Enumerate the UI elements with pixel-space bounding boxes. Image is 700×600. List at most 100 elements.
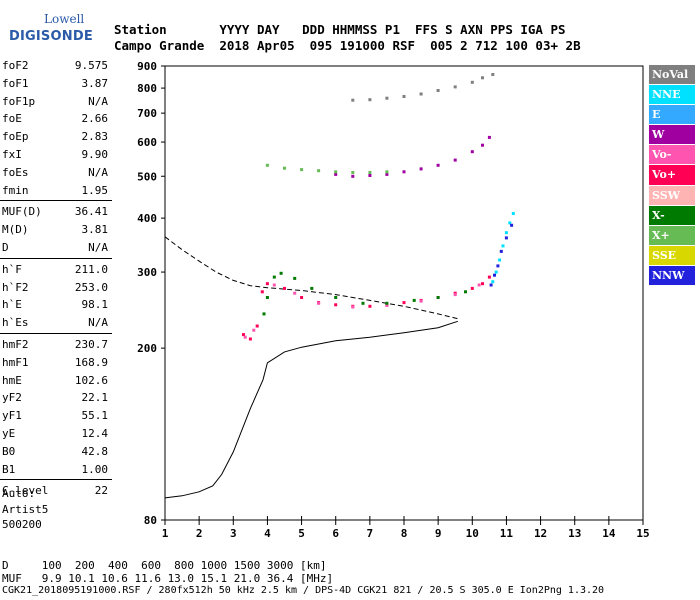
parameter-value: 42.8	[81, 444, 109, 458]
footer-file-info: CGK21_2018095191000.RSF / 280fx512h 50 k…	[2, 585, 605, 596]
data-point-vo-	[252, 328, 256, 332]
parameter-value: 22.1	[81, 391, 109, 405]
data-point-x-	[310, 286, 314, 290]
parameter-value: N/A	[88, 165, 108, 179]
data-point-x-	[272, 275, 276, 279]
parameter-value: 2.83	[81, 130, 109, 144]
legend-item: X+	[649, 225, 695, 245]
y-tick-label: 400	[137, 212, 157, 225]
parameter-value: 3.87	[81, 76, 109, 90]
data-point-vo-	[242, 333, 245, 337]
parameter-value: 36.41	[74, 205, 108, 219]
parameter-name: yF2	[2, 391, 22, 405]
parameter-name: D	[2, 240, 9, 254]
x-tick-label: 14	[602, 527, 616, 540]
parameter-name: yE	[2, 426, 16, 440]
parameter-row: h`Es N/A	[0, 314, 112, 332]
data-point-w	[419, 167, 423, 171]
auto-label: Auto:	[2, 487, 36, 500]
parameter-value: N/A	[88, 94, 108, 108]
data-point-x-	[265, 296, 269, 299]
parameter-row: foF1p N/A	[0, 93, 112, 111]
x-tick-label: 15	[636, 527, 649, 540]
parameter-name: h`Es	[2, 316, 29, 330]
parameter-divider	[0, 257, 112, 259]
data-point-nne	[501, 244, 505, 248]
parameter-value: 168.9	[74, 355, 108, 369]
parameter-row: yE 12.4	[0, 425, 112, 443]
x-tick-label: 12	[534, 527, 547, 540]
parameter-row: fmin 1.95	[0, 182, 112, 200]
parameter-row: foE 2.66	[0, 110, 112, 128]
data-point-noval	[481, 76, 484, 80]
parameter-name: hmF2	[2, 337, 29, 351]
data-point-noval	[436, 89, 440, 92]
parameter-row: h`F2 253.0	[0, 279, 112, 297]
data-point-w	[470, 150, 474, 154]
y-tick-label: 700	[137, 107, 157, 120]
footer-distance-row: D 100 200 400 600 800 1000 1500 3000 [km…	[2, 559, 327, 572]
parameter-value: N/A	[88, 316, 108, 330]
y-tick-label: 600	[137, 136, 157, 149]
data-point-vo-	[248, 337, 252, 341]
data-point-vo-	[300, 296, 304, 299]
x-tick-label: 13	[568, 527, 581, 540]
data-point-x-	[317, 169, 321, 173]
data-point-vo-	[477, 283, 481, 287]
data-point-w	[385, 172, 389, 176]
data-point-nnw	[504, 236, 508, 240]
parameter-name: B0	[2, 444, 16, 458]
data-point-nne	[491, 280, 495, 284]
data-point-w	[351, 174, 355, 178]
legend-item: NNW	[649, 265, 695, 286]
parameter-row: hmF1 168.9	[0, 354, 112, 372]
parameter-row: M(D) 3.81	[0, 221, 112, 239]
data-point-x-	[293, 276, 297, 280]
logo-lowell-text: Lowell	[44, 12, 85, 26]
x-tick-label: 5	[298, 527, 305, 540]
data-point-x-	[385, 170, 389, 174]
logo-digisonde-text: DIGISONDE	[9, 29, 93, 44]
parameter-name: h`E	[2, 298, 22, 312]
data-point-vo-	[293, 291, 297, 295]
parameter-row: hmF2 230.7	[0, 336, 112, 354]
data-point-noval	[402, 95, 406, 98]
data-point-x-	[436, 296, 440, 299]
parameter-row: foF1 3.87	[0, 75, 112, 93]
data-point-vo-	[481, 282, 484, 286]
parameter-value: 230.7	[74, 337, 108, 351]
data-point-noval	[368, 98, 372, 102]
polarization-legend: NoVal NNE E W Vo- Vo+ SSW X- X+ SSE NNW	[649, 65, 695, 286]
parameter-panel: foF2 9.575 foF1 3.87 foF1p N/A foE 2.66 foEp 2.83…	[0, 57, 112, 500]
header-row-labels: Station YYYY DAY DDD HHMMSS P1 FFS S AXN…	[114, 22, 566, 37]
data-point-nnw	[499, 249, 503, 253]
data-point-vo-	[385, 304, 389, 307]
data-point-vo-	[402, 301, 406, 305]
data-point-noval	[385, 96, 389, 100]
legend-item: E	[649, 105, 695, 125]
data-point-vo-	[283, 286, 286, 290]
parameter-row: hmE 102.6	[0, 372, 112, 390]
parameter-row: D N/A	[0, 239, 112, 257]
x-tick-label: 8	[401, 527, 408, 540]
parameter-value: 211.0	[74, 262, 108, 276]
parameter-value: N/A	[88, 240, 108, 254]
y-tick-label: 900	[137, 60, 157, 73]
data-point-vo-	[317, 301, 321, 305]
data-point-w	[334, 172, 338, 176]
parameter-value: 98.1	[81, 298, 109, 312]
data-point-noval	[491, 73, 495, 76]
data-point-x-	[385, 301, 389, 305]
auto-program: Artist5	[2, 502, 49, 516]
x-tick-label: 1	[162, 527, 169, 540]
parameter-divider	[0, 200, 112, 202]
legend-item: NoVal	[649, 65, 695, 85]
data-point-vo-	[243, 335, 247, 339]
x-tick-label: 10	[466, 527, 479, 540]
data-point-vo-	[487, 275, 491, 279]
parameter-divider	[0, 332, 112, 334]
data-point-nnw	[489, 283, 493, 287]
y-tick-label: 300	[137, 266, 157, 279]
data-point-x-	[334, 170, 338, 174]
